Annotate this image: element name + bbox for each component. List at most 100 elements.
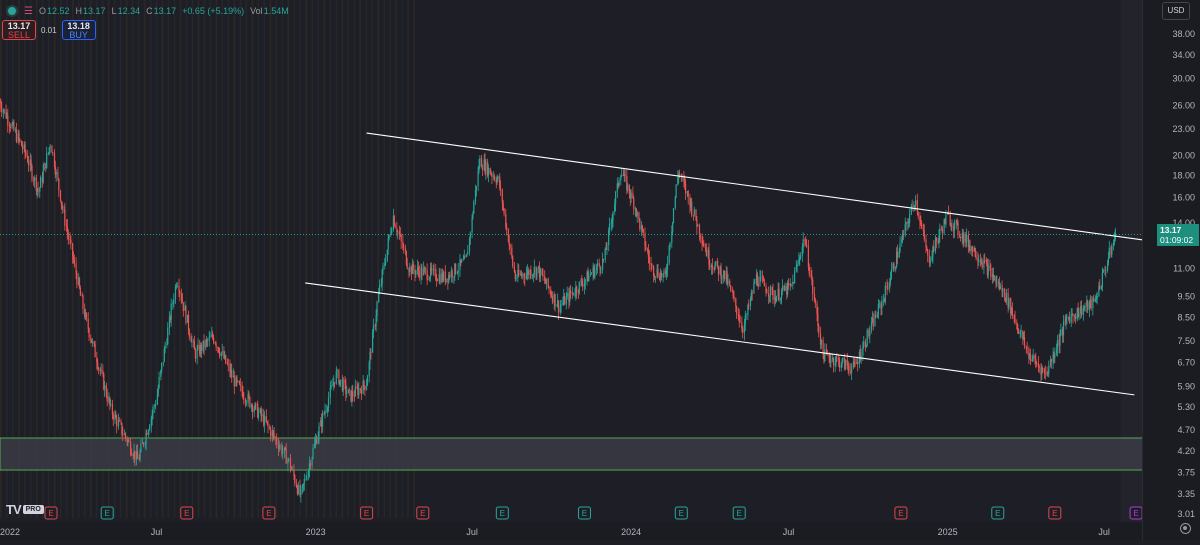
gear-icon[interactable] [1180, 523, 1191, 534]
candle-body [944, 219, 946, 225]
candle-body [950, 225, 952, 227]
channel-trendline[interactable] [305, 282, 1135, 396]
candle-body [975, 256, 977, 259]
candle-body [1101, 272, 1103, 287]
candle-body [792, 282, 794, 286]
candle-body [251, 405, 254, 412]
candle-body [953, 225, 955, 231]
candle-body [399, 234, 401, 236]
candle-body [1016, 322, 1018, 324]
candle-body [1022, 331, 1024, 339]
candle-body [102, 370, 104, 374]
candle-body [191, 341, 193, 343]
candle-body [608, 224, 611, 230]
candle-body [576, 286, 578, 293]
candle-body [1040, 367, 1042, 375]
session-stripe [83, 0, 86, 518]
candle-body [701, 238, 703, 244]
event-marker[interactable]: E [495, 506, 509, 520]
candle-body [156, 395, 158, 405]
channel-trendline[interactable] [366, 132, 1144, 241]
menu-icon[interactable]: ☰ [24, 5, 33, 17]
event-marker[interactable]: E [180, 506, 194, 520]
event-marker[interactable]: E [894, 506, 908, 520]
candle-body [889, 282, 891, 289]
candle-body [624, 173, 626, 176]
event-marker[interactable]: E [262, 506, 276, 520]
buy-label: BUY [69, 30, 88, 40]
support-zone[interactable] [0, 437, 1144, 471]
candle-body [651, 264, 653, 267]
candle-body [605, 249, 607, 250]
candle-body [1030, 354, 1032, 362]
event-marker[interactable]: E [360, 506, 374, 520]
candle-body [430, 267, 432, 271]
y-tick-label: 16.00 [1172, 193, 1195, 203]
candle-body [238, 381, 241, 385]
candle-body [381, 270, 383, 284]
candle-body [69, 239, 71, 241]
candle-body [844, 358, 846, 369]
candle-body [911, 205, 913, 207]
candle-body [819, 333, 822, 345]
candle-body [541, 268, 543, 275]
event-marker[interactable]: E [991, 506, 1005, 520]
candle-body [507, 229, 509, 242]
event-marker[interactable]: E [416, 506, 430, 520]
event-marker[interactable]: E [732, 506, 746, 520]
candle-body [721, 277, 723, 280]
candle-body [569, 290, 571, 302]
candle-body [672, 208, 675, 222]
candle-body [15, 129, 17, 131]
candle-body [583, 282, 586, 287]
time-axis[interactable] [0, 522, 1143, 540]
candle-body [391, 229, 393, 234]
candle-body [621, 175, 623, 177]
candle-body [745, 315, 747, 317]
tradingview-logo[interactable]: TV PRO [6, 502, 44, 517]
candle-body [871, 318, 873, 323]
buy-button[interactable]: 13.18 BUY [61, 20, 96, 40]
event-marker[interactable]: E [577, 506, 591, 520]
event-marker[interactable]: E [1129, 506, 1143, 520]
candle-body [132, 455, 134, 457]
event-marker-label: E [582, 509, 587, 518]
price-axis[interactable]: 38.00 34.00 30.00 26.00 23.00 20.00 18.00 16.00… [1142, 0, 1200, 540]
candle-body [7, 115, 9, 125]
candle-body [778, 289, 780, 301]
candle-body [582, 284, 584, 287]
candle-body [610, 222, 612, 225]
candle-body [1105, 270, 1107, 271]
candle-body [460, 259, 462, 263]
event-marker[interactable]: E [44, 506, 58, 520]
candle-body [1110, 247, 1112, 255]
event-marker[interactable]: E [674, 506, 688, 520]
candle-body [696, 219, 698, 227]
event-marker[interactable]: E [100, 506, 114, 520]
candle-body [674, 197, 676, 208]
candle-body [128, 440, 130, 442]
candle-body [138, 458, 140, 460]
candle-body [111, 404, 113, 415]
sell-button[interactable]: 13.17 SELL [2, 20, 36, 40]
candle-body [933, 246, 935, 252]
session-stripe [275, 0, 278, 518]
candle-body [270, 428, 272, 437]
candle-body [219, 352, 221, 356]
candle-body [148, 430, 150, 435]
candle-body [1054, 353, 1056, 358]
currency-button[interactable]: USD [1162, 2, 1190, 20]
event-marker-label: E [48, 509, 53, 518]
candle-body [921, 223, 923, 229]
candle-body [972, 246, 974, 252]
candle-body [249, 397, 251, 408]
candle-body [290, 468, 292, 470]
candle-body [499, 176, 501, 188]
candle-body [33, 179, 35, 181]
candle-body [257, 412, 260, 418]
event-marker[interactable]: E [1048, 506, 1062, 520]
candle-body [881, 300, 883, 309]
candle-body [469, 232, 471, 238]
candle-body [818, 326, 820, 334]
